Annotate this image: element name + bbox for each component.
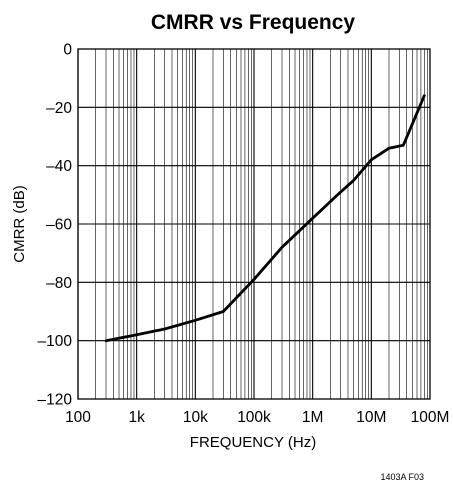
figure-code: 1403A F03 bbox=[380, 472, 424, 482]
x-tick-label: 100k bbox=[237, 409, 271, 426]
y-tick-labels: 0 –20 –40 –60 –80 –100 –120 bbox=[38, 42, 73, 409]
y-tick-label: –80 bbox=[46, 275, 72, 292]
x-tick-labels: 100 1k 10k 100k 1M 10M 100M bbox=[65, 409, 449, 426]
y-axis-label: CMRR (dB) bbox=[11, 185, 28, 263]
series-layer bbox=[104, 94, 426, 343]
x-tick-label: 1k bbox=[128, 409, 145, 426]
x-tick-label: 1M bbox=[302, 409, 324, 426]
x-tick-label: 100M bbox=[411, 409, 450, 426]
x-tick-label: 10k bbox=[183, 409, 208, 426]
y-tick-label: 0 bbox=[63, 42, 72, 59]
x-tick-label: 10M bbox=[356, 409, 386, 426]
y-tick-label: –120 bbox=[38, 392, 73, 409]
y-tick-label: –60 bbox=[46, 217, 72, 234]
y-tick-label: –100 bbox=[38, 333, 73, 350]
cmrr-series-line bbox=[104, 94, 426, 343]
grid bbox=[77, 48, 430, 400]
x-tick-label: 100 bbox=[65, 409, 91, 426]
x-axis-label: FREQUENCY (Hz) bbox=[190, 434, 316, 451]
y-tick-label: –40 bbox=[46, 158, 72, 175]
y-tick-label: –20 bbox=[46, 100, 72, 117]
chart-title: CMRR vs Frequency bbox=[151, 11, 356, 34]
plot-frame bbox=[77, 48, 431, 400]
